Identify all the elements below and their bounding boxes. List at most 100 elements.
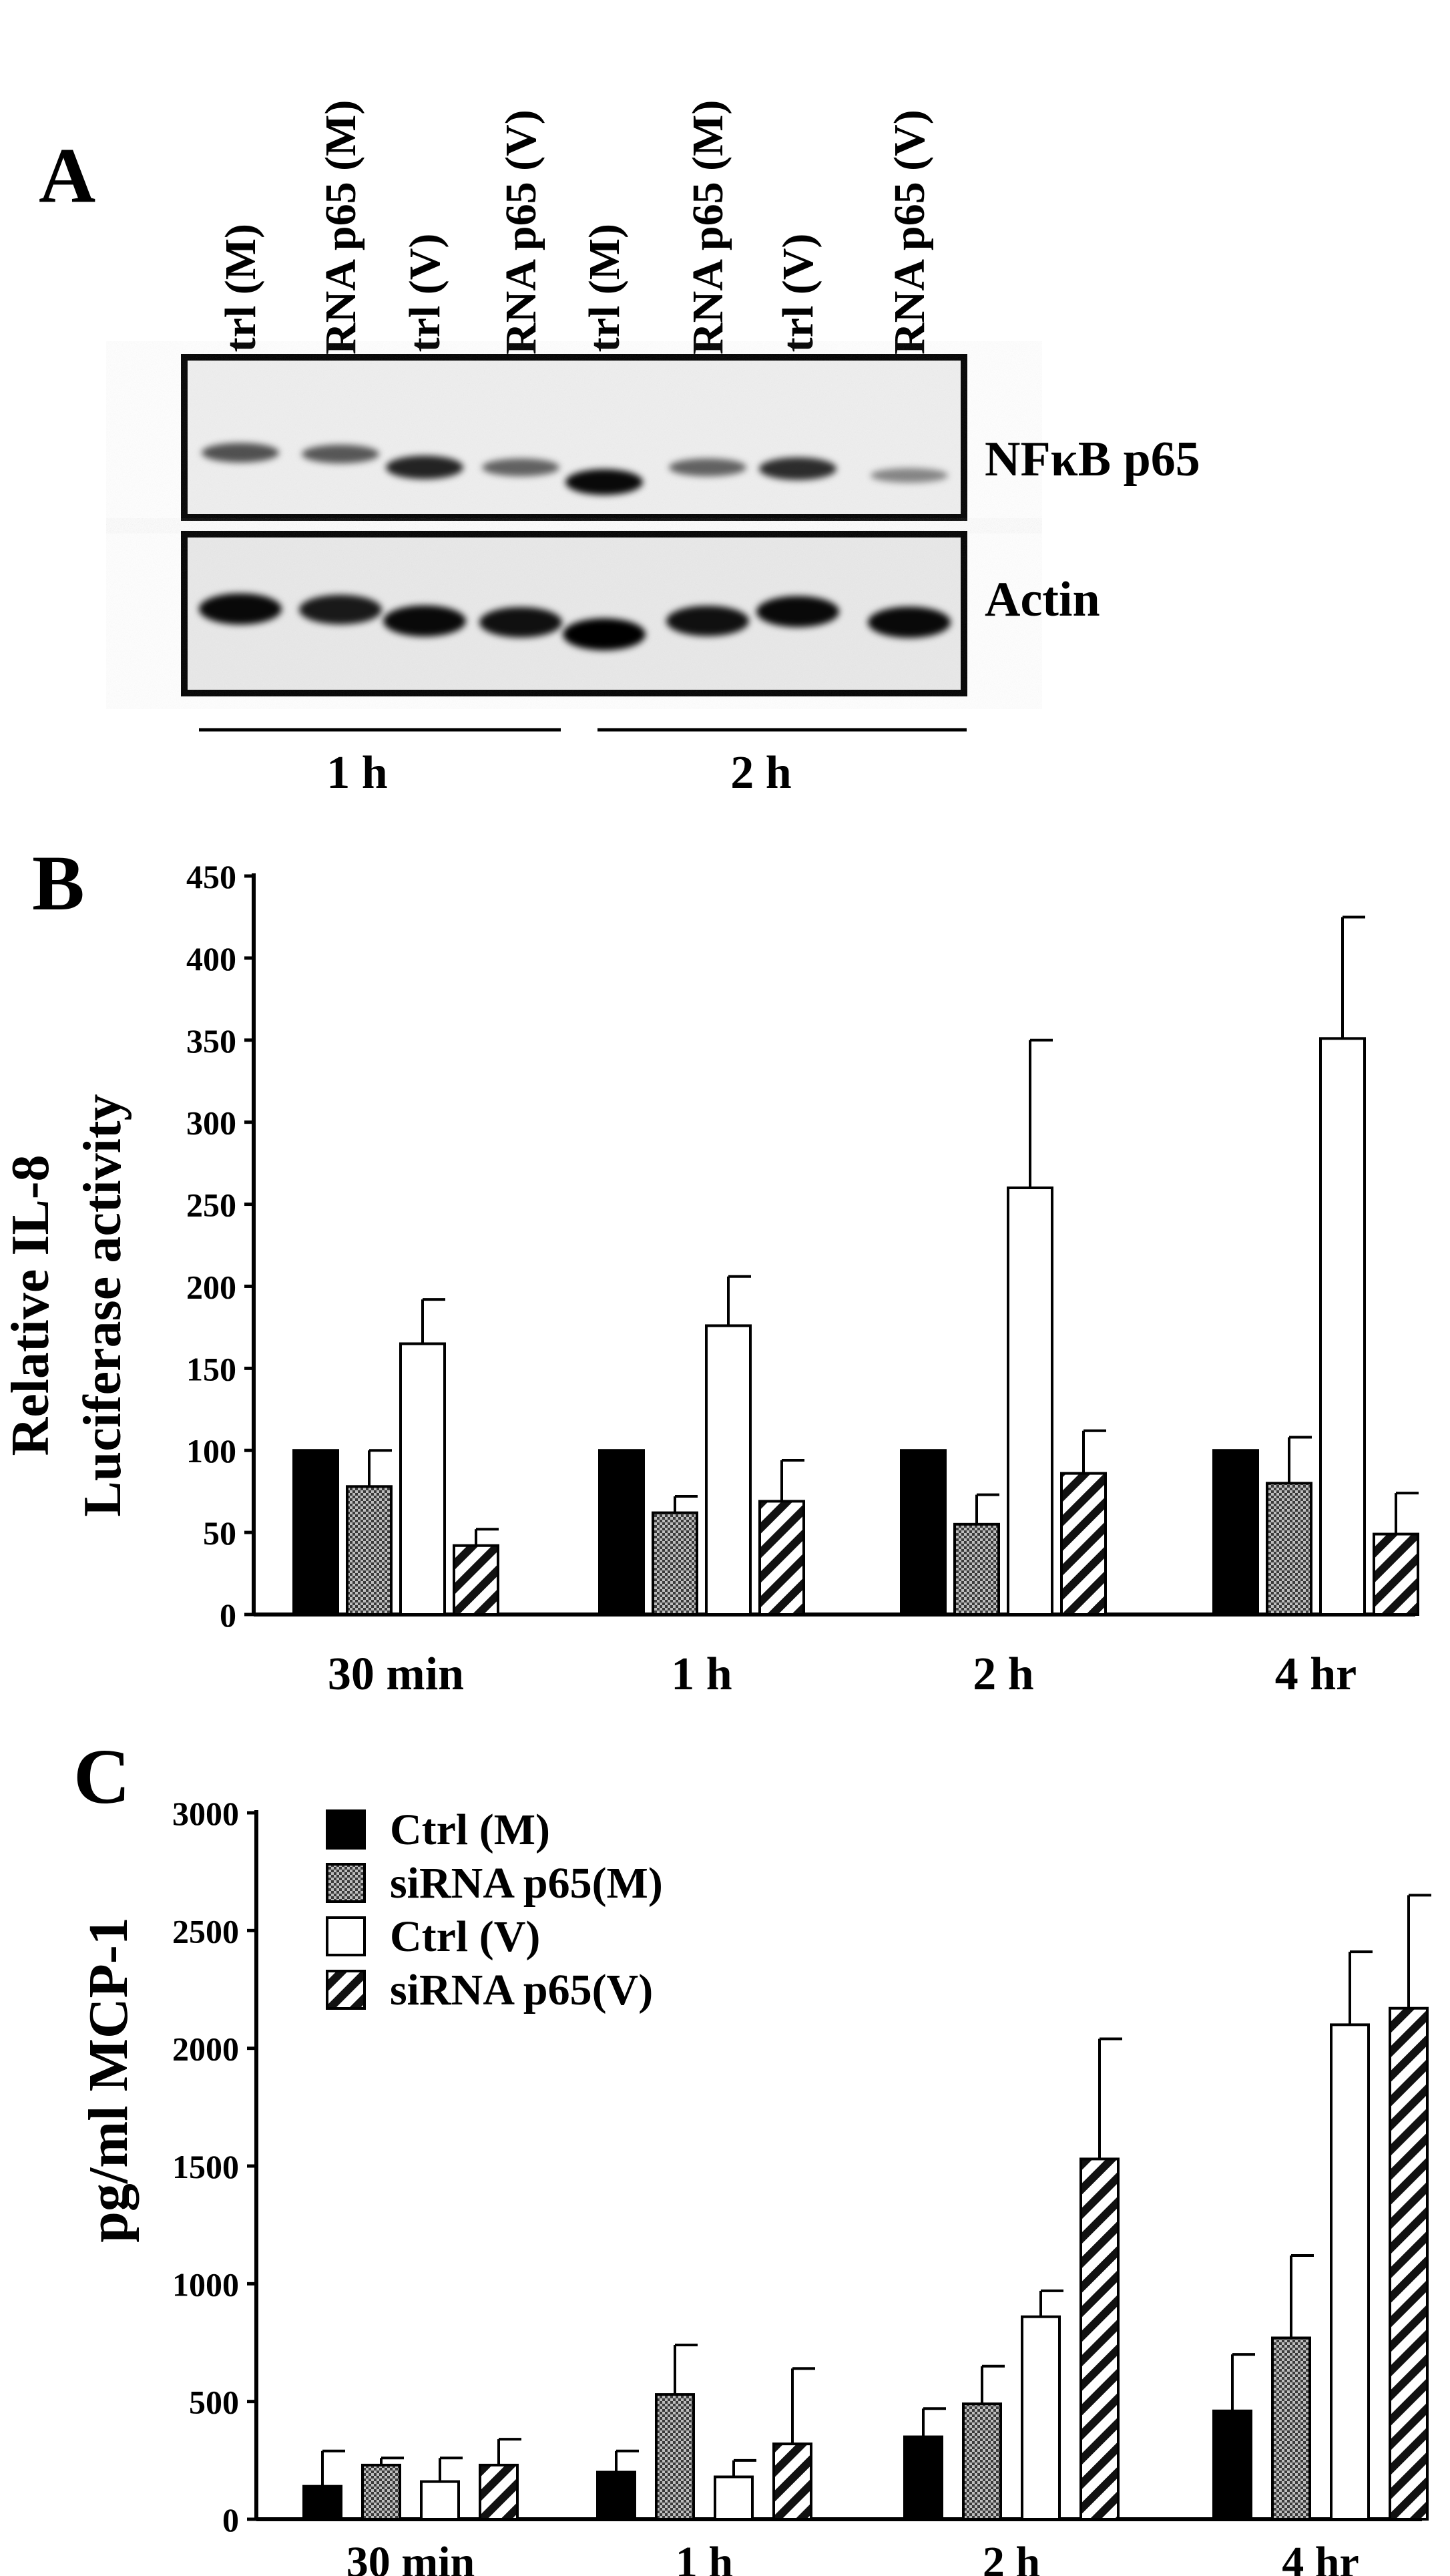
p65-band [302,445,379,463]
lane-label: siRNA p65 (V) [497,110,545,384]
y-tick-label: 50 [203,1514,236,1552]
y-tick-label: 1500 [172,2148,239,2185]
bar [1266,1482,1312,1616]
p65-band [202,443,279,463]
bar [420,2480,460,2521]
y-tick-label: 0 [220,1596,236,1634]
actin-bands [199,593,951,650]
bar [652,1511,698,1616]
chart-b: 0 50 100 150 200 250 300 350 400 450 30 min 1 h 2 h 4… [186,858,1419,1700]
legend-label: siRNA p65(V) [390,1966,653,2014]
bar [1212,2409,1252,2521]
y-tick-label: 450 [186,858,236,895]
y-tick-label: 400 [186,940,236,978]
p65-band [386,455,463,479]
chart-c: 0 500 1000 1500 2000 2500 3000 30 min 1 h 2 h 4 hr [172,1795,1431,2576]
bar [346,1485,393,1616]
y-tick-label: 3000 [172,1795,239,1832]
bar [453,1544,499,1617]
bar [361,2463,401,2521]
p65-band [759,457,836,480]
bar [596,2471,636,2521]
x-category-label: 2 h [973,1649,1033,1700]
bar [962,2402,1002,2521]
bar [705,1324,752,1617]
legend-swatch [326,1863,366,1903]
chart-c-ylabel: pg/ml MCP-1 [77,1917,140,2243]
legend-swatch [326,1916,366,1956]
bar [1389,2006,1429,2521]
y-tick-label: 350 [186,1022,236,1060]
actin-band [868,606,951,638]
y-tick-label: 500 [189,2384,239,2421]
actin-band [479,607,562,638]
x-category-label: 4 hr [1275,1649,1357,1700]
legend: Ctrl (M) siRNA p65(M)Ctrl (V) siRNA p65(V) [326,1805,663,2014]
band-label-actin: Actin [985,572,1100,627]
time-label-2h: 2 h [730,747,791,799]
panel-b-label: B [32,839,85,927]
panel-c-label: C [73,1733,130,1820]
p65-band [669,458,746,477]
bar [1079,2157,1120,2521]
panel-a-label: A [39,132,95,219]
bar [399,1342,446,1616]
blot-actin-box [181,531,967,696]
y-tick-label: 1000 [172,2266,239,2303]
legend-label: Ctrl (V) [390,1912,540,1961]
lane-label: siRNA p65 (V) [885,110,934,384]
bar [903,2435,943,2521]
actin-band [299,594,382,625]
p65-bands [202,443,948,495]
legend-swatch [326,1970,366,2010]
x-category-label: 4 hr [1282,2538,1359,2576]
p65-band [565,469,643,495]
bar [479,2463,519,2521]
bar [1373,1532,1419,1616]
lane-labels: Ctrl (M) siRNA p65 (M) Ctrl (V) siRNA p65 (… [216,100,934,384]
blot-p65-box [181,354,967,521]
y-tick-label: 100 [186,1432,236,1470]
y-tick-label: 150 [186,1350,236,1387]
band-label-p65: NFκB p65 [985,432,1200,487]
bar [1212,1449,1259,1616]
bar [1271,2336,1311,2521]
x-category-label: 30 min [328,1649,464,1700]
y-tick-label: 2000 [172,2030,239,2068]
bar [1060,1472,1107,1616]
x-category-label: 2 h [983,2538,1040,2576]
bar [655,2393,695,2521]
legend-swatch [326,1809,366,1850]
bar [714,2475,754,2521]
bar [1021,2315,1061,2521]
y-tick-label: 300 [186,1104,236,1142]
lane-label: siRNA p65 (M) [684,100,732,384]
bar [1319,1037,1366,1616]
time-label-1h: 1 h [326,747,387,799]
chart-b-ylabel-line2: Luciferase activity [73,1094,132,1516]
bar [598,1449,645,1616]
lane-label: siRNA p65 (M) [316,100,365,384]
bar [772,2442,812,2521]
chart-b-ylabel-line1: Relative IL-8 [1,1154,60,1456]
p65-band [871,468,948,483]
y-tick-label: 250 [186,1187,236,1224]
actin-band [666,606,749,636]
bar [953,1522,1000,1617]
y-tick-label: 0 [222,2501,239,2539]
bar [302,2485,342,2521]
legend-label: siRNA p65(M) [390,1859,663,1908]
actin-band [563,618,646,650]
bar [292,1449,339,1616]
y-tick-label: 2500 [172,1912,239,1950]
y-tick-label: 200 [186,1268,236,1305]
legend-label: Ctrl (M) [390,1805,550,1854]
bar [900,1449,947,1616]
bar [758,1500,805,1616]
x-category-label: 30 min [346,2538,475,2576]
actin-band [756,596,839,628]
bar [1007,1186,1053,1616]
x-category-label: 1 h [676,2538,733,2576]
actin-band [199,593,282,625]
